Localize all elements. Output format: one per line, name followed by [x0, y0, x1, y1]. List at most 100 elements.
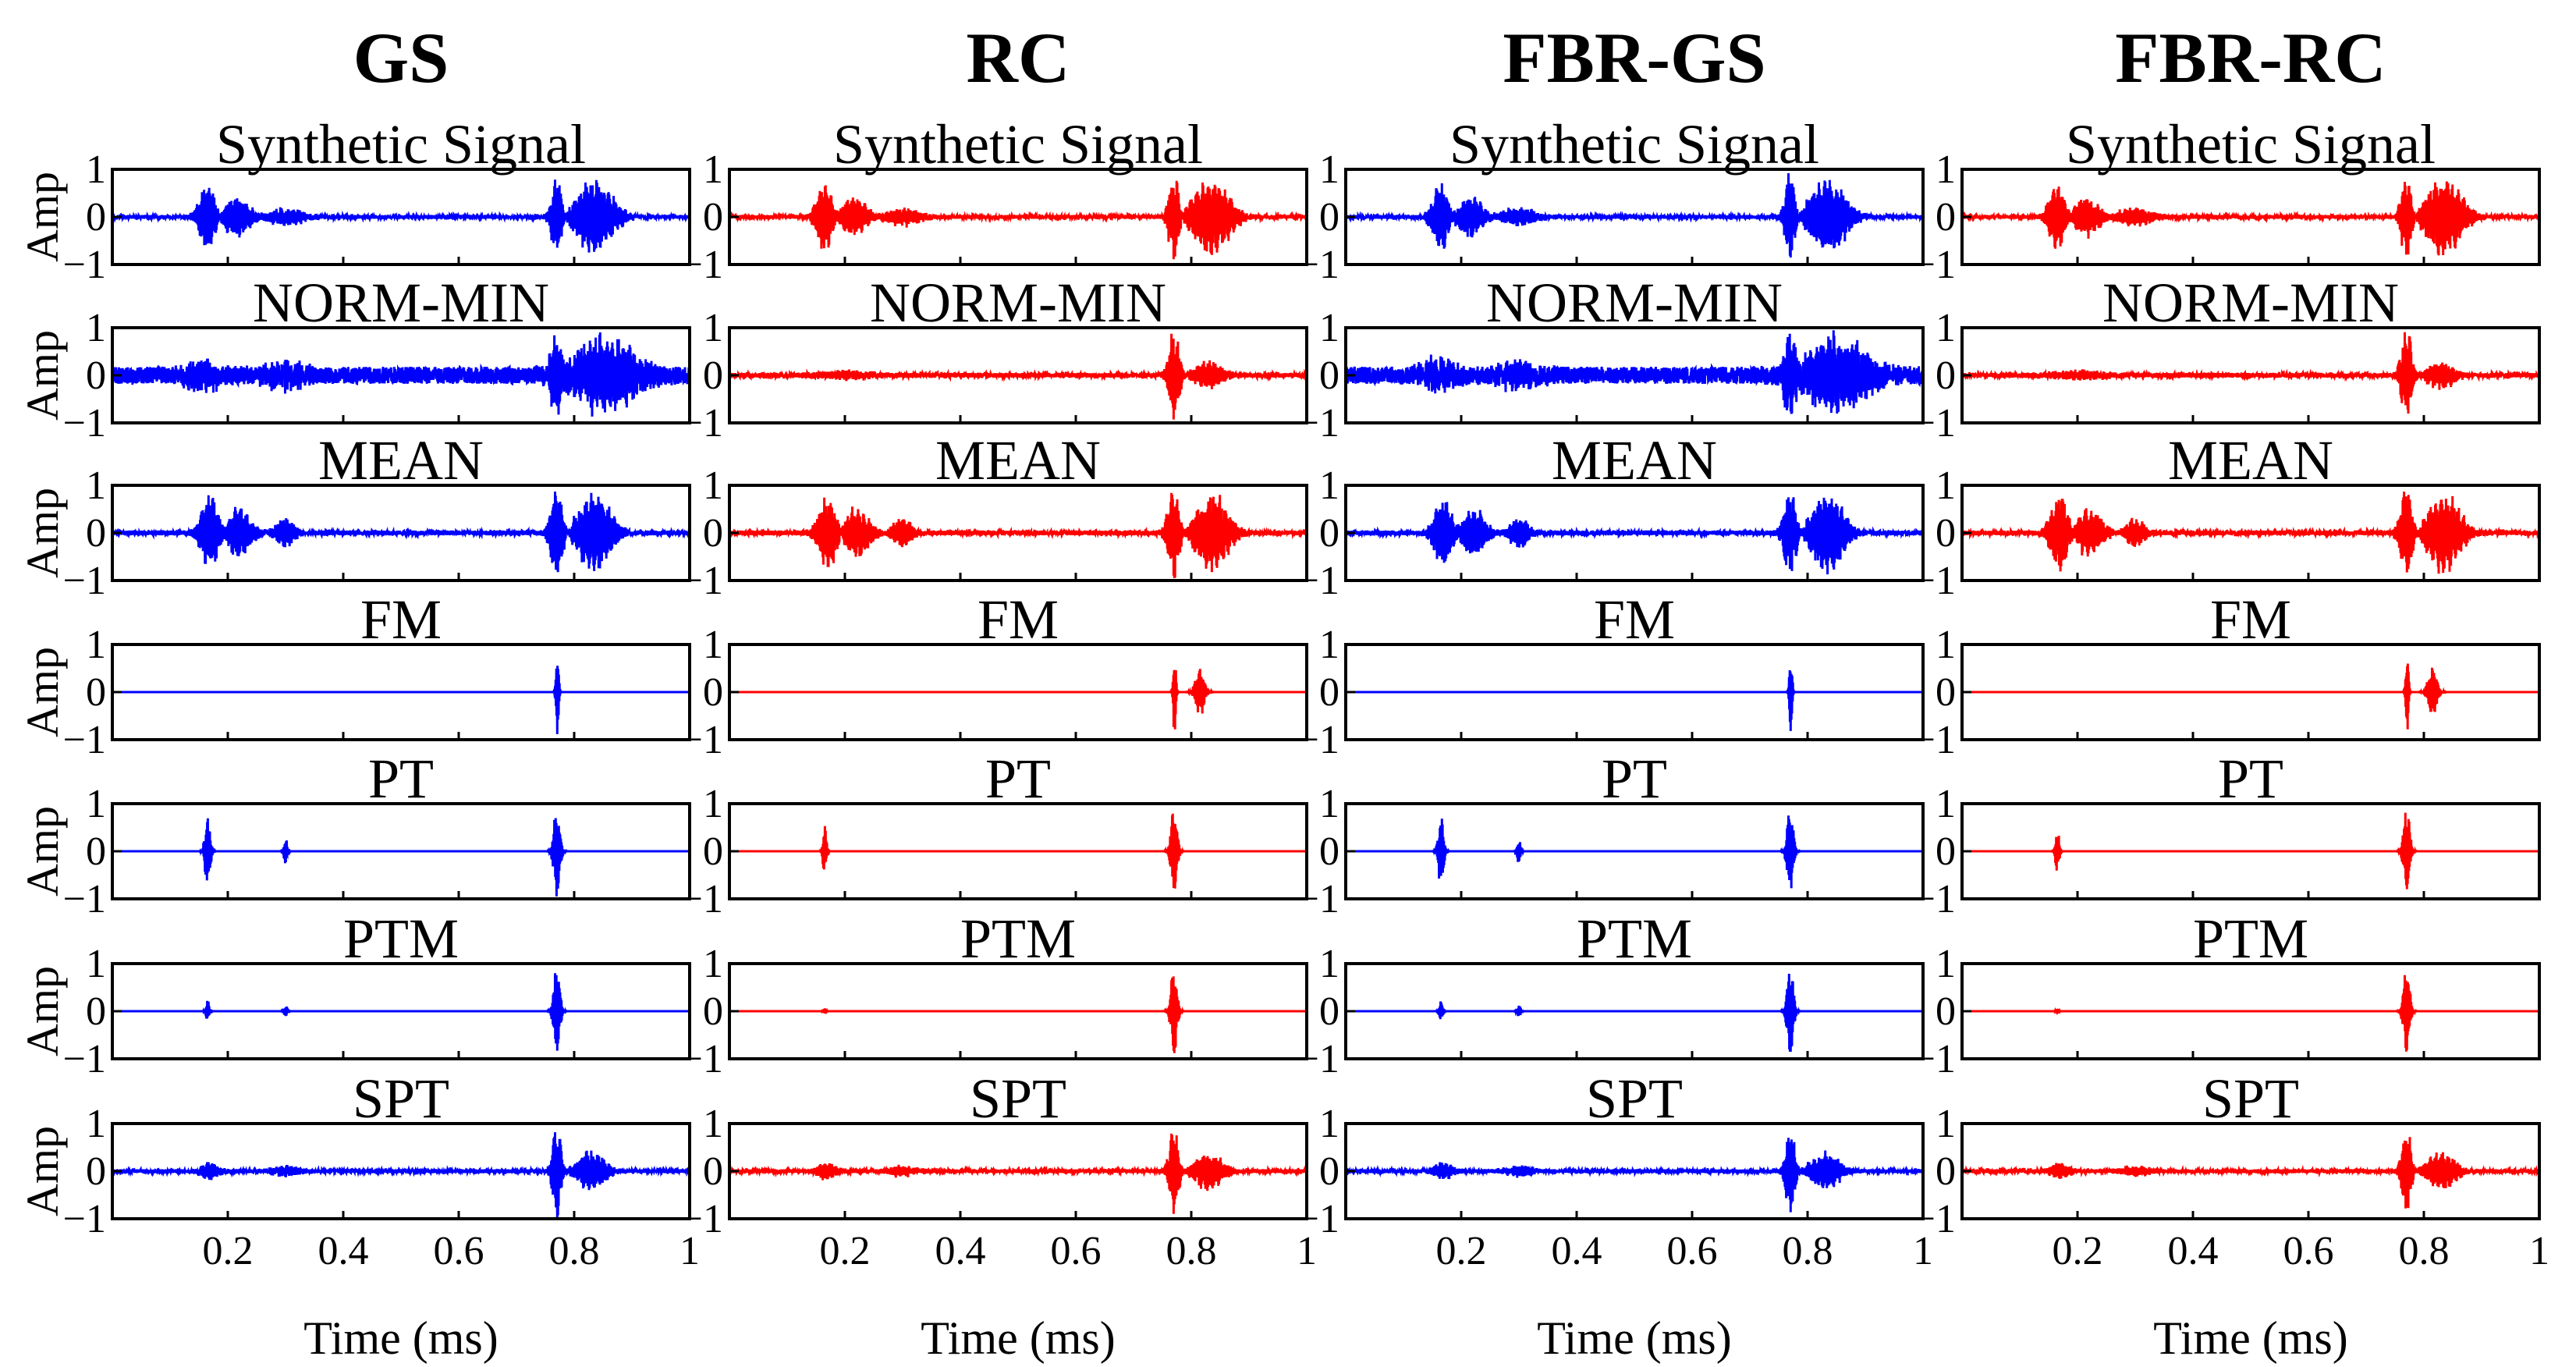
x-tick-label: 1 — [1913, 1229, 1933, 1273]
waveform-fbr-rc-spt — [1960, 1137, 2541, 1209]
x-tick-label: 1 — [679, 1229, 700, 1273]
y-tick-label: −1 — [1297, 401, 1339, 446]
column-title-gs: GS — [353, 18, 449, 98]
y-tick-label: 0 — [703, 353, 723, 398]
y-axis-label: Amp — [17, 330, 68, 421]
y-tick-label: 0 — [86, 353, 106, 398]
y-tick-label: 1 — [86, 623, 106, 667]
y-tick-label: 1 — [703, 623, 723, 667]
x-tick-label: 0.4 — [2168, 1229, 2219, 1273]
y-tick-label: 1 — [703, 147, 723, 192]
y-tick-label: −1 — [680, 877, 723, 921]
y-tick-label: 1 — [703, 1102, 723, 1146]
y-tick-label: 0 — [1936, 1149, 1956, 1194]
waveform-rc-synthetic-signal — [728, 180, 1308, 260]
y-tick-label: 1 — [1936, 463, 1956, 508]
waveform-fbr-gs-pt — [1346, 815, 1923, 889]
panel-fbr-rc-mean: MEAN 10−1 — [1913, 429, 2541, 603]
y-tick-label: 1 — [1319, 623, 1339, 667]
waveform-gs-spt — [111, 1132, 691, 1218]
x-tick-label: 0.4 — [318, 1229, 369, 1273]
y-tick-label: 0 — [1936, 989, 1956, 1034]
panel-gs-ptm: PTM 10−1 — [63, 907, 691, 1081]
y-tick-label: 0 — [1319, 353, 1339, 398]
y-tick-label: −1 — [1913, 1037, 1956, 1081]
y-tick-label: 1 — [703, 942, 723, 986]
waveform-fbr-gs-fm — [1346, 669, 1923, 731]
y-tick-label: 1 — [703, 306, 723, 350]
y-tick-label: 1 — [1936, 147, 1956, 192]
waveform-gs-fm — [112, 666, 690, 734]
panel-title: NORM-MIN — [253, 272, 549, 334]
waveform-fbr-gs-spt — [1344, 1138, 1925, 1213]
y-tick-label: 1 — [1319, 147, 1339, 192]
y-tick-label: −1 — [1297, 877, 1339, 921]
panel-fbr-rc-ptm: PTM 10−1 — [1913, 907, 2541, 1081]
y-tick-label: 0 — [1936, 195, 1956, 240]
panel-title: PTM — [1577, 907, 1692, 970]
y-tick-label: 0 — [1936, 353, 1956, 398]
panel-gs-synthetic-signal: Synthetic Signal 10−1 — [63, 113, 691, 287]
y-tick-label: −1 — [680, 718, 723, 762]
x-tick-label: 0.6 — [2283, 1229, 2334, 1273]
y-tick-label: 0 — [86, 670, 106, 715]
y-tick-label: 1 — [1319, 1102, 1339, 1146]
panel-title: MEAN — [2168, 429, 2333, 492]
waveform-fbr-rc-fm — [1962, 663, 2539, 730]
waveform-gs-norm-min — [111, 332, 691, 417]
y-tick-label: 1 — [1319, 306, 1339, 350]
x-tick-label: 0.8 — [1783, 1229, 1833, 1273]
panel-rc-norm-min: NORM-MIN 10−1 — [680, 272, 1308, 446]
y-tick-label: 0 — [1319, 1149, 1339, 1194]
panel-title: SPT — [1586, 1067, 1683, 1130]
y-tick-label: 0 — [86, 1149, 106, 1194]
x-tick-label: 0.8 — [549, 1229, 600, 1273]
x-tick-label: 0.4 — [935, 1229, 986, 1273]
y-tick-label: 0 — [86, 829, 106, 874]
y-tick-label: 0 — [1936, 511, 1956, 556]
panel-fbr-rc-synthetic-signal: Synthetic Signal 10−1 — [1913, 113, 2541, 287]
x-axis-label: Time (ms) — [921, 1312, 1116, 1364]
waveform-gs-synthetic-signal — [112, 179, 691, 253]
y-tick-label: 1 — [1936, 942, 1956, 986]
waveform-rc-norm-min — [728, 333, 1308, 420]
x-tick-label: 0.4 — [1552, 1229, 1602, 1273]
panel-fbr-gs-ptm: PTM 10−1 — [1297, 907, 1925, 1081]
panel-gs-pt: PT 10−1 — [63, 747, 691, 921]
y-tick-label: −1 — [1913, 1197, 1956, 1241]
y-tick-label: −1 — [1297, 1197, 1339, 1241]
column-titles: GS RC FBR-GS FBR-RC — [353, 18, 2386, 98]
y-axis-label: Amp — [17, 488, 68, 578]
panel-gs-norm-min: NORM-MIN 10−1 — [63, 272, 691, 446]
y-tick-label: 1 — [703, 463, 723, 508]
panel-title: NORM-MIN — [2102, 272, 2399, 334]
y-tick-label: 0 — [1319, 195, 1339, 240]
panel-title: Synthetic Signal — [2066, 113, 2436, 176]
y-tick-label: −1 — [1913, 877, 1956, 921]
panel-title: MEAN — [1552, 429, 1717, 492]
y-tick-label: 1 — [86, 306, 106, 350]
y-tick-label: 1 — [86, 1102, 106, 1146]
y-tick-label: 0 — [703, 1149, 723, 1194]
y-tick-label: 1 — [1936, 306, 1956, 350]
panel-fbr-gs-pt: PT 10−1 — [1297, 747, 1925, 921]
panel-title: FM — [360, 588, 442, 651]
y-tick-label: 0 — [703, 511, 723, 556]
panel-title: PT — [368, 747, 434, 810]
waveform-gs-ptm — [112, 973, 690, 1051]
y-tick-label: −1 — [1913, 401, 1956, 446]
y-tick-label: 0 — [703, 989, 723, 1034]
panel-gs-mean: MEAN 10−1 — [63, 429, 691, 603]
y-tick-label: 0 — [703, 829, 723, 874]
y-tick-label: −1 — [1297, 1037, 1339, 1081]
waveform-gs-mean — [111, 491, 691, 573]
y-tick-label: 0 — [86, 195, 106, 240]
waveform-gs-pt — [112, 818, 690, 897]
panel-title: PTM — [2193, 907, 2308, 970]
x-tick-label: 0.8 — [1166, 1229, 1217, 1273]
y-tick-label: 1 — [86, 782, 106, 826]
waveform-fbr-gs-synthetic-signal — [1344, 172, 1925, 258]
